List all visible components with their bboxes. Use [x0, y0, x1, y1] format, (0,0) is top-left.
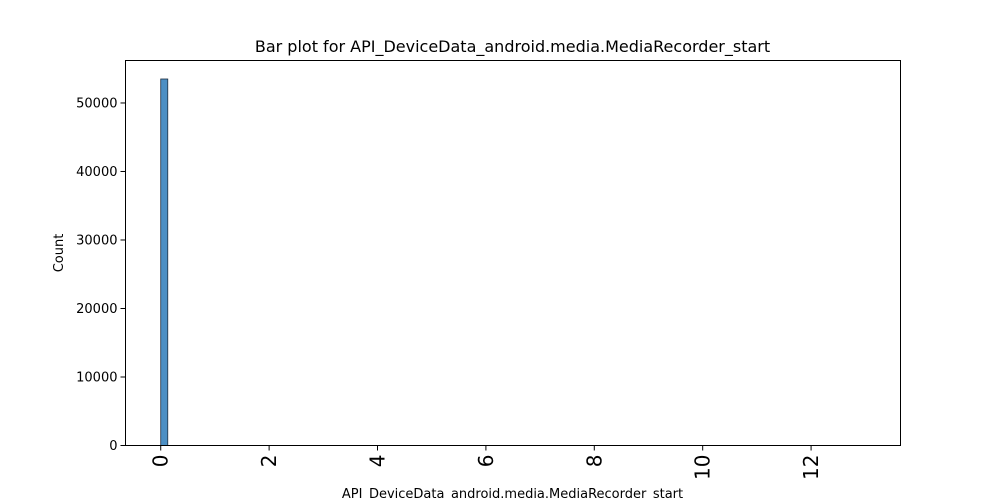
x-axis: 0 2 4 6 8 10 12 — [149, 445, 823, 480]
bars-group — [160, 78, 866, 446]
x-tick-label: 4 — [366, 455, 390, 468]
x-tick-label: 0 — [149, 455, 173, 468]
x-tick-label: 12 — [799, 455, 823, 480]
x-tick-label: 10 — [691, 455, 715, 480]
chart-title: Bar plot for API_DeviceData_android.medi… — [255, 37, 770, 57]
x-tick-label: 8 — [582, 455, 606, 468]
y-tick-label: 10000 — [76, 370, 117, 385]
plot-frame — [125, 60, 901, 446]
y-tick-label: 40000 — [76, 165, 117, 180]
y-tick-label: 50000 — [76, 96, 117, 111]
y-axis: 0 10000 20000 30000 40000 50000 — [76, 96, 126, 454]
y-tick-label: 0 — [109, 439, 117, 454]
x-axis-label: API_DeviceData_android.media.MediaRecord… — [342, 487, 683, 500]
y-axis-label: Count — [52, 234, 67, 273]
x-tick-label: 6 — [474, 455, 498, 468]
x-tick-label: 2 — [257, 455, 281, 468]
y-tick-label: 30000 — [76, 233, 117, 248]
y-tick-label: 20000 — [76, 302, 117, 317]
bar-0 — [160, 78, 169, 446]
